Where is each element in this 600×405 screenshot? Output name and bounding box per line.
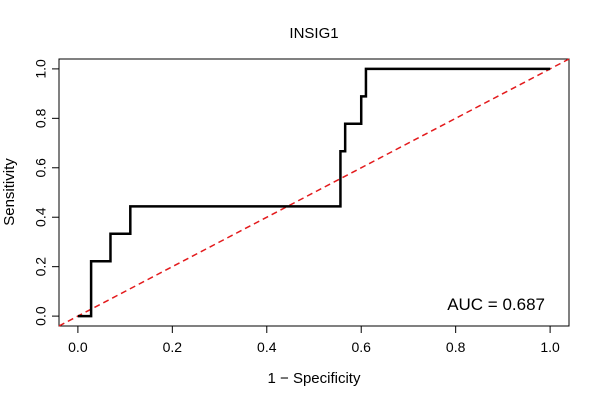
y-tick-label: 0.4: [33, 207, 49, 227]
y-tick-label: 1.0: [33, 59, 49, 79]
reference-diagonal-line: [58, 58, 570, 327]
series-layer: [58, 58, 570, 327]
y-tick-label: 0.0: [33, 306, 49, 326]
x-tick-label: 0.2: [163, 339, 183, 355]
plot-frame: [58, 58, 570, 327]
y-tick-label: 0.6: [33, 158, 49, 178]
x-axis-label: 1 − Specificity: [268, 370, 361, 387]
y-tick-label: 0.2: [33, 257, 49, 277]
roc-curve-line: [77, 67, 551, 318]
x-axis: 0.0 0.2 0.4 0.6 0.8 1.0: [68, 325, 560, 355]
y-axis-label: Sensitivity: [1, 158, 18, 226]
x-tick-label: 0.8: [446, 339, 466, 355]
x-tick-label: 0.4: [257, 339, 277, 355]
x-tick-label: 1.0: [540, 339, 560, 355]
chart-title: INSIG1: [289, 25, 338, 42]
auc-annotation: AUC = 0.687: [447, 295, 545, 314]
y-tick-label: 0.8: [33, 108, 49, 128]
x-tick-label: 0.0: [68, 339, 88, 355]
x-tick-label: 0.6: [351, 339, 371, 355]
y-axis: 0.0 0.2 0.4 0.6 0.8 1.0: [33, 59, 60, 326]
